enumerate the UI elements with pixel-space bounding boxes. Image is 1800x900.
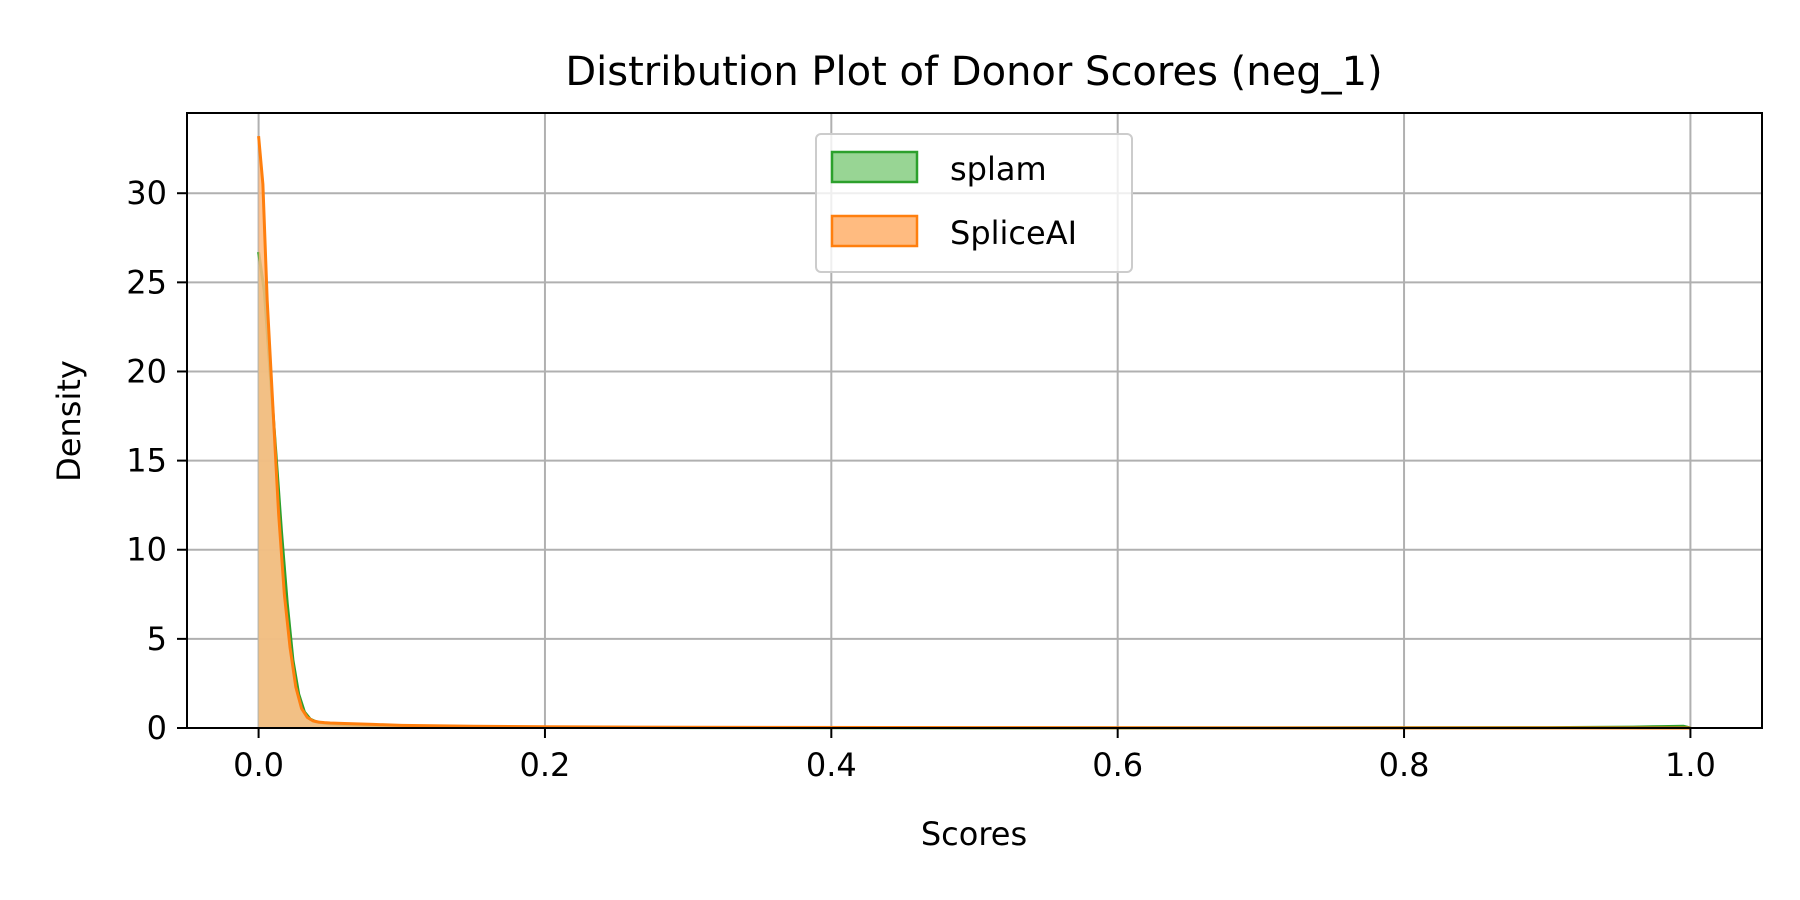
x-tick-label: 0.6 [1092, 746, 1143, 784]
x-tick-label: 0.0 [233, 746, 284, 784]
legend-swatch-spliceai [830, 214, 919, 248]
y-tick-label: 0 [147, 709, 167, 747]
chart-title: Distribution Plot of Donor Scores (neg_1… [565, 49, 1382, 95]
y-tick-label: 25 [126, 263, 167, 301]
y-tick-label: 20 [126, 352, 167, 390]
x-axis-label: Scores [921, 815, 1027, 853]
y-tick-label: 15 [126, 442, 167, 480]
x-tick-label: 0.4 [806, 746, 857, 784]
y-tick-label: 10 [126, 531, 167, 569]
legend: splam SpliceAI [815, 133, 1133, 273]
y-tick-label: 30 [126, 174, 167, 212]
legend-label-splam: splam [950, 150, 1047, 188]
x-tick-label: 0.8 [1379, 746, 1430, 784]
plot-frame [186, 112, 1763, 729]
legend-swatch-splam [830, 150, 919, 184]
y-axis-label: Density [50, 360, 88, 482]
ticks: 0.0 0.2 0.4 0.6 0.8 1.0 0 5 10 15 20 25 30 [126, 174, 1716, 784]
y-tick-label: 5 [147, 620, 167, 658]
x-tick-label: 0.2 [520, 746, 571, 784]
legend-label-spliceai: SpliceAI [950, 214, 1077, 252]
x-tick-label: 1.0 [1665, 746, 1716, 784]
